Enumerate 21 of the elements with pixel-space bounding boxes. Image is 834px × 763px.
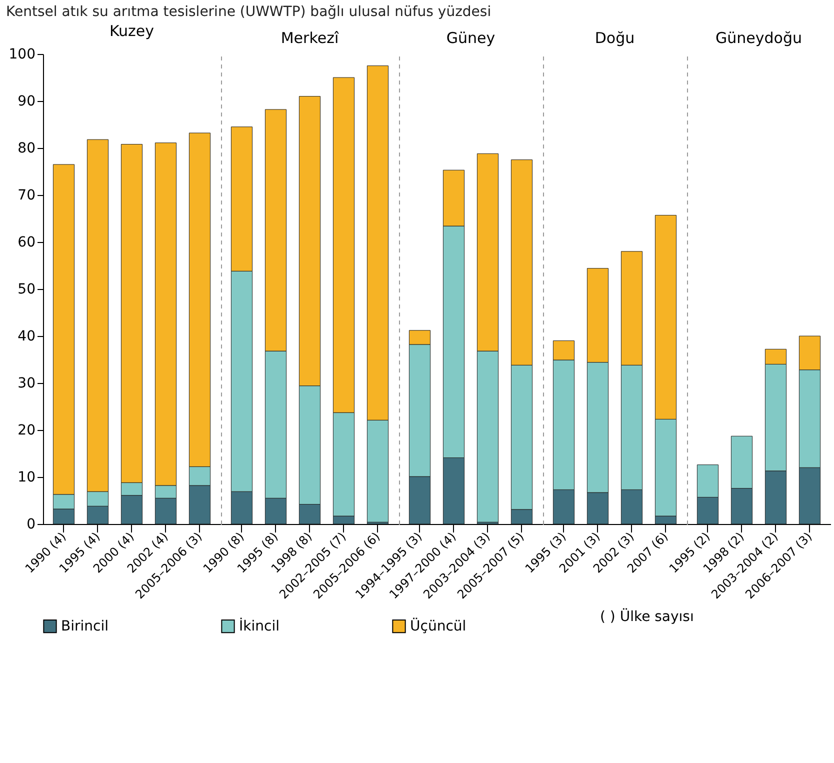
y-tick-label: 100 <box>8 46 36 62</box>
y-tick-label: 30 <box>18 376 36 392</box>
chart-title: Merkezî <box>280 29 340 47</box>
y-tick-label: 10 <box>18 470 36 486</box>
y-tick-label: 90 <box>18 94 36 110</box>
y-tick-label: 80 <box>18 140 36 156</box>
y-tick-label: 70 <box>18 188 36 204</box>
text: ( ) Ülke sayısı <box>600 609 694 625</box>
chart-title: Güneydoğu <box>716 29 802 47</box>
y-tick-label: 0 <box>26 516 36 532</box>
legend-label: Üçüncül <box>410 617 466 634</box>
legend-label: İkincil <box>239 617 280 634</box>
chart-title: Güney <box>446 29 496 47</box>
y-tick-label: 40 <box>18 328 36 344</box>
y-tick-label: 50 <box>18 282 36 298</box>
legend-label: Birincil <box>61 618 108 634</box>
chart-title: Kuzey <box>109 22 154 40</box>
text: Kentsel atık su arıtma tesislerine (UWWTP) bağlı ulusal nüfus yüzdesi <box>6 4 492 20</box>
y-tick-label: 60 <box>18 234 36 250</box>
chart-title: Doğu <box>594 29 635 47</box>
y-tick-label: 20 <box>18 422 36 438</box>
